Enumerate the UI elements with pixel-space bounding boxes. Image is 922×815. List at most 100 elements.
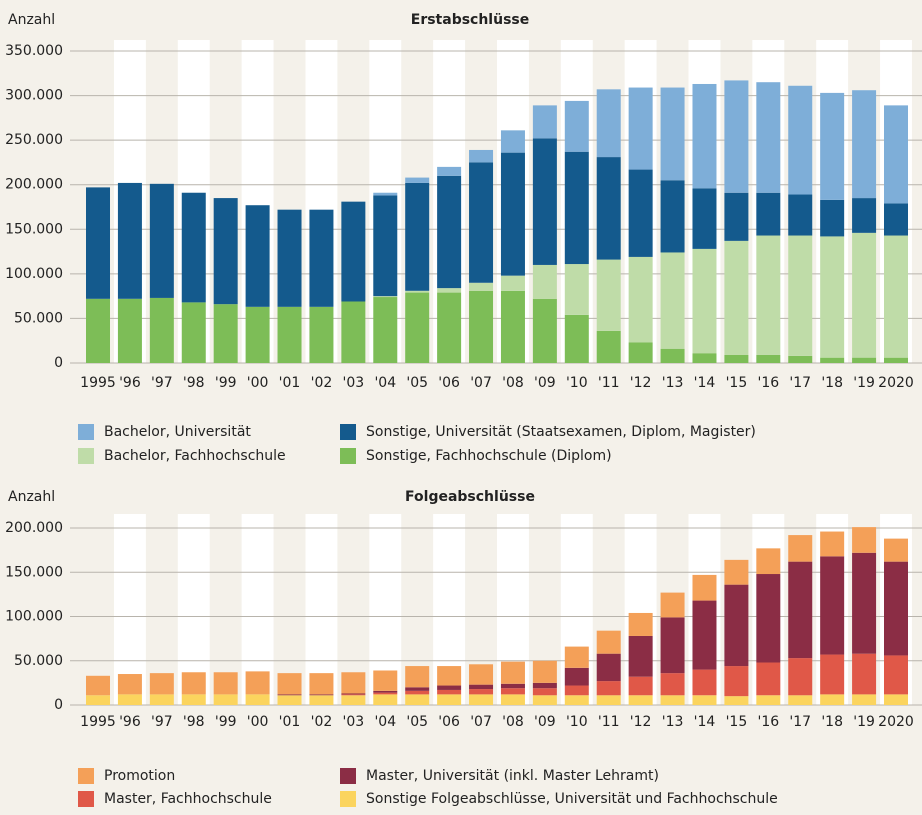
bar-segment [373, 297, 398, 363]
y-tick-label: 200.000 [5, 520, 63, 536]
bar-segment [756, 82, 781, 193]
bar-segment [500, 290, 525, 363]
x-tick-label: '08 [502, 714, 524, 730]
x-tick-label: '17 [789, 714, 811, 730]
bar-segment [341, 301, 366, 363]
bar-segment [756, 662, 781, 696]
bar-segment [341, 672, 366, 694]
bar-segment [788, 85, 813, 195]
bar-segment [692, 669, 717, 696]
bar-segment [628, 635, 653, 677]
legend-label: Master, Universität (inkl. Master Lehram… [366, 768, 659, 784]
legend-label: Master, Fachhochschule [104, 791, 272, 807]
x-tick-label: '00 [247, 375, 269, 391]
bar-segment [660, 673, 685, 696]
bar-segment [532, 660, 557, 683]
bar-segment [341, 201, 366, 302]
bar-segment [213, 198, 238, 305]
bar-segment [373, 296, 398, 298]
legend-swatch [340, 448, 356, 464]
bar-segment [692, 248, 717, 354]
bar-segment [277, 209, 302, 307]
bar-segment [469, 282, 494, 291]
x-tick-label: '04 [374, 375, 396, 391]
bar-segment [500, 688, 525, 695]
bar-segment [309, 694, 334, 696]
bar-segment [86, 187, 110, 299]
bar-segment [628, 342, 653, 363]
x-tick-label: '06 [438, 375, 460, 391]
x-tick-label: '15 [726, 714, 748, 730]
bar-segment [373, 195, 398, 297]
x-tick-label: '11 [598, 714, 620, 730]
x-tick-label: '10 [566, 375, 588, 391]
bar-segment [852, 527, 877, 553]
x-tick-label: '18 [821, 375, 843, 391]
bar-segment [596, 653, 621, 682]
bar-segment [469, 684, 494, 690]
x-tick-label: '16 [757, 714, 779, 730]
x-tick-label: '99 [215, 714, 237, 730]
bar-segment [628, 169, 653, 257]
bar-segment [500, 275, 525, 291]
bar-segment [373, 690, 398, 693]
bar-segment [852, 552, 877, 654]
y-tick-label: 150.000 [5, 564, 63, 580]
bar-segment [532, 105, 557, 139]
legend-swatch [340, 791, 356, 807]
bar-segment [756, 192, 781, 236]
bar-segment [820, 199, 845, 237]
bar-segment [788, 535, 813, 562]
legend-swatch [78, 768, 94, 784]
x-tick-label: '12 [630, 375, 652, 391]
x-tick-label: '02 [311, 375, 333, 391]
bar-segment [405, 292, 430, 363]
bar-segment [277, 695, 302, 705]
x-tick-label: '13 [662, 375, 684, 391]
x-tick-label: '05 [406, 375, 428, 391]
bar-segment [692, 695, 717, 705]
bar-segment [596, 681, 621, 696]
bar-segment [788, 194, 813, 236]
bar-segment [628, 256, 653, 343]
bar-segment [373, 670, 398, 691]
bar-segment [373, 694, 398, 705]
bar-segment [884, 561, 908, 656]
x-tick-label: '12 [630, 714, 652, 730]
bar-segment [213, 694, 238, 705]
bar-segment [788, 658, 813, 696]
bar-segment [660, 180, 685, 253]
bar-segment [820, 694, 845, 705]
bar-segment [405, 290, 430, 293]
bar-segment [788, 355, 813, 363]
bar-segment [341, 694, 366, 696]
y-tick-label: 300.000 [5, 88, 63, 104]
x-tick-label: '03 [343, 375, 365, 391]
bar-segment [405, 687, 430, 691]
bar-segment [500, 130, 525, 153]
bar-segment [660, 252, 685, 349]
bar-segment [213, 304, 238, 363]
y-tick-label: 200.000 [5, 177, 63, 193]
bar-segment [469, 162, 494, 283]
x-tick-label: '16 [757, 375, 779, 391]
bar-segment [437, 666, 462, 686]
legend-swatch [78, 791, 94, 807]
bar-segment [309, 306, 334, 363]
bar-segment [405, 666, 430, 688]
bar-segment [852, 357, 877, 363]
bar-segment [596, 89, 621, 158]
legend-label: Sonstige, Universität (Staatsexamen, Dip… [366, 424, 756, 440]
bar-segment [149, 673, 174, 695]
bar-segment [373, 692, 398, 695]
bar-segment [596, 157, 621, 260]
bar-segment [852, 90, 877, 199]
chart-title: Folgeabschlüsse [405, 489, 535, 505]
x-tick-label: '06 [438, 714, 460, 730]
bar-segment [756, 548, 781, 575]
bar-segment [437, 175, 462, 289]
bar-segment [788, 561, 813, 659]
x-tick-label: 2020 [878, 714, 914, 730]
x-tick-label: '98 [183, 714, 205, 730]
y-tick-label: 100.000 [5, 266, 63, 282]
